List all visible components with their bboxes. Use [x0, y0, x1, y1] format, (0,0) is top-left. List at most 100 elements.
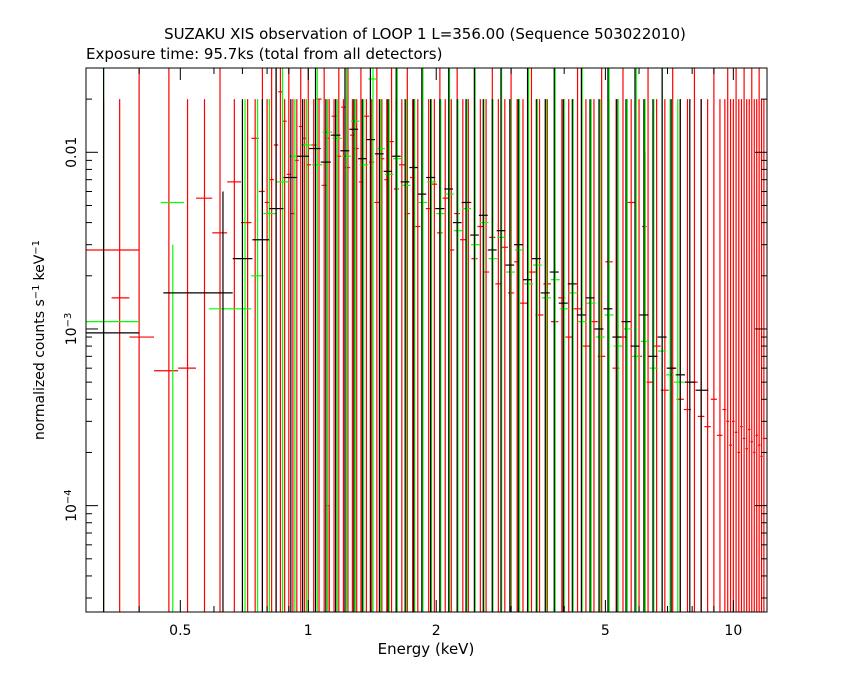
data-point [332, 99, 342, 612]
data-point [392, 68, 401, 612]
x-tick-label: 1 [304, 623, 313, 639]
data-point [726, 68, 730, 612]
data-point [418, 68, 428, 612]
data-point [567, 99, 577, 612]
data-point [675, 99, 686, 612]
data-point [531, 99, 541, 612]
data-point [442, 99, 449, 612]
data-point [621, 99, 631, 612]
data-point [283, 99, 297, 612]
data-point [640, 99, 650, 612]
y-tick-label: 10−4 [63, 489, 81, 522]
data-point [646, 68, 653, 612]
data-point [540, 99, 550, 612]
data-point [716, 99, 723, 612]
data-point [286, 68, 291, 612]
data-point [227, 99, 241, 612]
data-point [685, 99, 696, 612]
data-point [269, 68, 274, 612]
data-point [366, 68, 375, 612]
data-point [278, 68, 283, 612]
data-point [251, 99, 264, 612]
data-point [415, 99, 421, 612]
data-point [258, 68, 265, 612]
data-point [417, 68, 427, 612]
data-point [275, 68, 289, 612]
y-tick-base: 10 [64, 327, 80, 345]
data-point [501, 99, 508, 612]
data-point [470, 68, 479, 612]
data-point [341, 68, 351, 612]
data-point [427, 99, 437, 612]
data-point [604, 68, 614, 612]
data-point [349, 99, 359, 612]
data-point [296, 99, 310, 612]
data-point [376, 99, 385, 612]
data-point [630, 68, 640, 612]
data-point [86, 68, 140, 612]
data-point [252, 99, 270, 612]
data-point [742, 68, 746, 612]
data-point [750, 68, 754, 612]
data-point [436, 99, 446, 612]
data-point [309, 68, 321, 612]
data-point [497, 68, 507, 612]
data-point [431, 99, 438, 612]
data-point [384, 99, 394, 612]
data-point [153, 68, 179, 612]
data-point [541, 99, 551, 612]
data-point [86, 99, 140, 612]
data-point [666, 99, 674, 612]
data-point [359, 99, 369, 612]
data-point [178, 99, 197, 612]
data-point [160, 201, 184, 612]
data-point [612, 99, 622, 612]
y-axis-label: normalized counts s−1keV−1 [31, 240, 49, 440]
data-point [350, 99, 360, 612]
data-point [627, 99, 636, 612]
data-point [477, 99, 484, 612]
data-point [753, 99, 756, 612]
data-point [479, 99, 489, 612]
data-point [426, 99, 436, 612]
data-point [558, 99, 568, 612]
y-axis-label-unit: keV [32, 254, 48, 280]
data-point [444, 68, 453, 612]
data-point [543, 99, 551, 612]
data-point [657, 68, 667, 612]
data-point [340, 68, 350, 612]
x-axis-label: Energy (keV) [378, 640, 475, 658]
data-point [462, 99, 471, 612]
data-point [559, 99, 569, 612]
data-point [435, 99, 445, 612]
data-point [389, 68, 394, 612]
y-axis-label-exp2: −1 [31, 240, 42, 255]
data-point [111, 99, 130, 612]
data-point [576, 68, 586, 612]
y-axis-label-main: normalized counts s [32, 299, 48, 440]
chart-title: SUZAKU XIS observation of LOOP 1 L=356.0… [164, 25, 686, 43]
data-point [622, 99, 632, 612]
data-point [163, 191, 233, 612]
data-point [487, 99, 497, 612]
y-tick-label: 10−3 [63, 313, 81, 346]
data-point [453, 99, 463, 612]
data-point [648, 99, 658, 612]
data-point [212, 68, 228, 612]
y-tick-exp: −4 [63, 489, 74, 504]
data-point [740, 99, 743, 612]
data-point [401, 99, 411, 612]
data-point [208, 99, 252, 612]
data-point [374, 68, 380, 612]
data-point [461, 99, 471, 612]
y-axis-label-exp1: −1 [31, 285, 42, 300]
data-point [533, 99, 542, 612]
chart-subtitle: Exposure time: 95.7ks (total from all de… [86, 45, 442, 63]
data-point [196, 99, 213, 612]
data-point [666, 99, 676, 612]
data-point [86, 68, 140, 612]
data-point [594, 99, 604, 612]
data-point [573, 68, 582, 612]
